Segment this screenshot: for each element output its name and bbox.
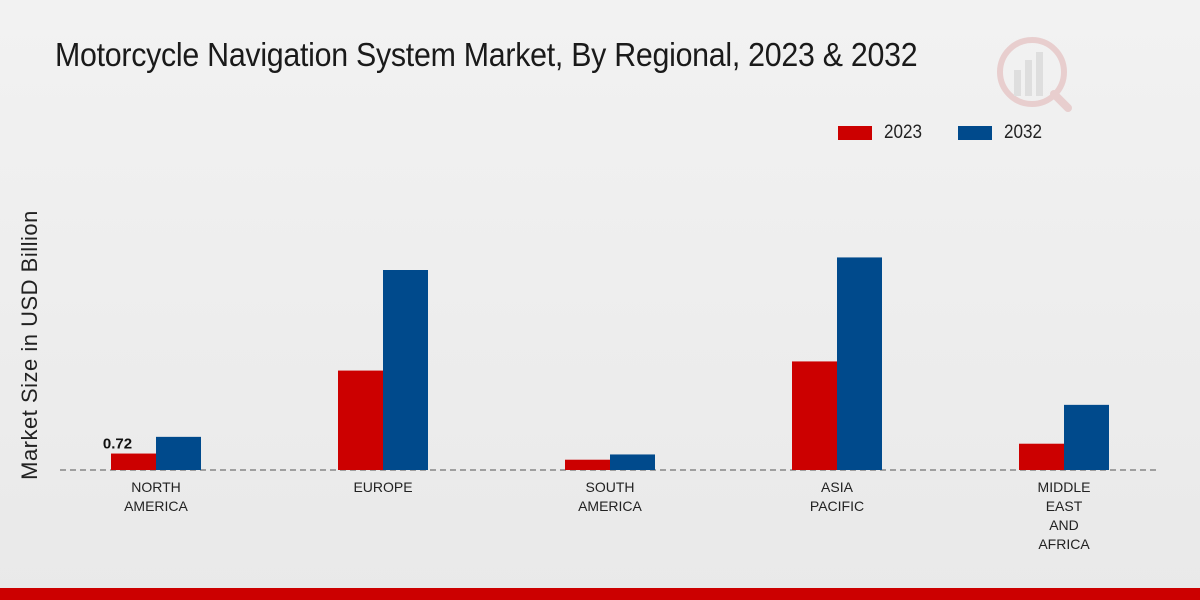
bar-2023-asia-pacific [792, 361, 837, 470]
bar-2032-middle-east-and-africa [1064, 404, 1109, 470]
x-tick-label: SOUTH AMERICA [578, 479, 642, 514]
brand-logo-icon [997, 37, 1072, 112]
bar-2032-asia-pacific [837, 257, 882, 470]
legend-label-2023: 2023 [884, 122, 923, 143]
bar-2032-europe [383, 270, 428, 470]
x-tick-label: EUROPE [353, 479, 412, 495]
bar-2023-europe [338, 370, 383, 470]
data-label: 0.72 [103, 436, 132, 453]
bar-2032-north-america [156, 436, 201, 470]
x-tick-label: MIDDLE EAST AND AFRICA [1038, 479, 1091, 552]
bar-2032-south-america [610, 454, 655, 470]
bar-2023-middle-east-and-africa [1019, 443, 1064, 470]
legend-item-2032: 2032 [958, 121, 1046, 145]
x-tick-label: ASIA PACIFIC [810, 479, 864, 514]
footer-bar [0, 588, 1200, 600]
legend-swatch-2032 [958, 126, 992, 140]
legend-item-2023: 2023 [838, 121, 926, 145]
bar-2023-south-america [565, 459, 610, 470]
bar-2023-north-america [111, 453, 156, 470]
legend-swatch-2023 [838, 126, 872, 140]
x-tick-label: NORTH AMERICA [124, 479, 188, 514]
legend-label-2032: 2032 [1004, 122, 1043, 143]
chart-title: Motorcycle Navigation System Market, By … [55, 36, 918, 73]
